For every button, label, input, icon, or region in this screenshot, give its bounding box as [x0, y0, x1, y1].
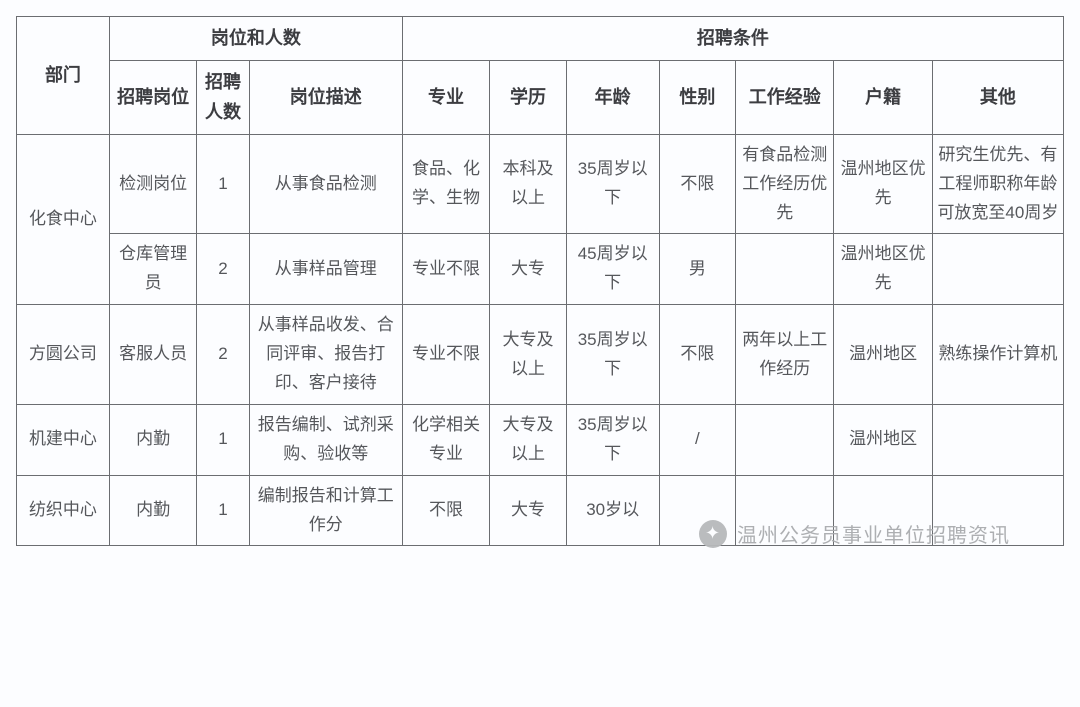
cell-desc: 报告编制、试剂采购、验收等 — [249, 404, 402, 475]
cell-other: 研究生优先、有工程师职称年龄可放宽至40周岁 — [932, 134, 1063, 234]
cell-exp — [736, 234, 834, 305]
table-row: 机建中心内勤1报告编制、试剂采购、验收等化学相关专业大专及以上35周岁以下/ 温州… — [17, 404, 1064, 475]
cell-count: 1 — [197, 404, 249, 475]
cell-position: 客服人员 — [109, 305, 196, 405]
cell-dept: 方圆公司 — [17, 305, 110, 405]
cell-edu: 大专 — [490, 234, 567, 305]
cell-position: 内勤 — [109, 475, 196, 546]
cell-major: 专业不限 — [402, 234, 489, 305]
cell-edu: 大专及以上 — [490, 404, 567, 475]
cell-exp — [736, 404, 834, 475]
cell-other — [932, 475, 1063, 546]
th-group-position: 岗位和人数 — [109, 17, 402, 61]
table-header: 部门 岗位和人数 招聘条件 招聘岗位 招聘人数 岗位描述 专业 学历 年龄 性别… — [17, 17, 1064, 135]
cell-residence: 温州地区优先 — [834, 234, 932, 305]
cell-edu: 大专及以上 — [490, 305, 567, 405]
cell-age: 30岁以 — [566, 475, 659, 546]
cell-residence: 温州地区 — [834, 305, 932, 405]
cell-residence: 温州地区 — [834, 404, 932, 475]
cell-position: 内勤 — [109, 404, 196, 475]
recruitment-table: 部门 岗位和人数 招聘条件 招聘岗位 招聘人数 岗位描述 专业 学历 年龄 性别… — [16, 16, 1064, 546]
cell-position: 检测岗位 — [109, 134, 196, 234]
cell-major: 专业不限 — [402, 305, 489, 405]
cell-exp: 有食品检测工作经历优先 — [736, 134, 834, 234]
cell-count: 1 — [197, 134, 249, 234]
th-dept: 部门 — [17, 17, 110, 135]
cell-edu: 大专 — [490, 475, 567, 546]
cell-desc: 从事样品管理 — [249, 234, 402, 305]
cell-major: 食品、化学、生物 — [402, 134, 489, 234]
cell-gender: 不限 — [659, 134, 736, 234]
table-body: 化食中心检测岗位1从事食品检测食品、化学、生物本科及以上35周岁以下不限有食品检… — [17, 134, 1064, 546]
cell-desc: 从事样品收发、合同评审、报告打印、客户接待 — [249, 305, 402, 405]
cell-count: 1 — [197, 475, 249, 546]
cell-age: 45周岁以下 — [566, 234, 659, 305]
cell-gender: 男 — [659, 234, 736, 305]
cell-other: 熟练操作计算机 — [932, 305, 1063, 405]
cell-gender — [659, 475, 736, 546]
cell-edu: 本科及以上 — [490, 134, 567, 234]
cell-exp — [736, 475, 834, 546]
cell-gender: / — [659, 404, 736, 475]
cell-residence: 温州地区优先 — [834, 134, 932, 234]
cell-count: 2 — [197, 305, 249, 405]
table-row: 仓库管理员2从事样品管理专业不限大专45周岁以下男 温州地区优先 — [17, 234, 1064, 305]
cell-other — [932, 234, 1063, 305]
th-edu: 学历 — [490, 60, 567, 134]
cell-position: 仓库管理员 — [109, 234, 196, 305]
th-group-condition: 招聘条件 — [402, 17, 1063, 61]
cell-dept: 纺织中心 — [17, 475, 110, 546]
cell-major: 不限 — [402, 475, 489, 546]
th-age: 年龄 — [566, 60, 659, 134]
cell-gender: 不限 — [659, 305, 736, 405]
table-row: 方圆公司客服人员2从事样品收发、合同评审、报告打印、客户接待专业不限大专及以上3… — [17, 305, 1064, 405]
cell-age: 35周岁以下 — [566, 305, 659, 405]
cell-other — [932, 404, 1063, 475]
cell-age: 35周岁以下 — [566, 404, 659, 475]
cell-dept: 机建中心 — [17, 404, 110, 475]
cell-age: 35周岁以下 — [566, 134, 659, 234]
cell-dept: 化食中心 — [17, 134, 110, 304]
th-major: 专业 — [402, 60, 489, 134]
cell-residence — [834, 475, 932, 546]
cell-exp: 两年以上工作经历 — [736, 305, 834, 405]
cell-desc: 编制报告和计算工作分 — [249, 475, 402, 546]
cell-count: 2 — [197, 234, 249, 305]
th-residence: 户籍 — [834, 60, 932, 134]
cell-desc: 从事食品检测 — [249, 134, 402, 234]
th-desc: 岗位描述 — [249, 60, 402, 134]
th-other: 其他 — [932, 60, 1063, 134]
cell-major: 化学相关专业 — [402, 404, 489, 475]
th-exp: 工作经验 — [736, 60, 834, 134]
table-row: 化食中心检测岗位1从事食品检测食品、化学、生物本科及以上35周岁以下不限有食品检… — [17, 134, 1064, 234]
th-count: 招聘人数 — [197, 60, 249, 134]
th-position: 招聘岗位 — [109, 60, 196, 134]
table-row: 纺织中心内勤1编制报告和计算工作分不限大专30岁以 — [17, 475, 1064, 546]
th-gender: 性别 — [659, 60, 736, 134]
